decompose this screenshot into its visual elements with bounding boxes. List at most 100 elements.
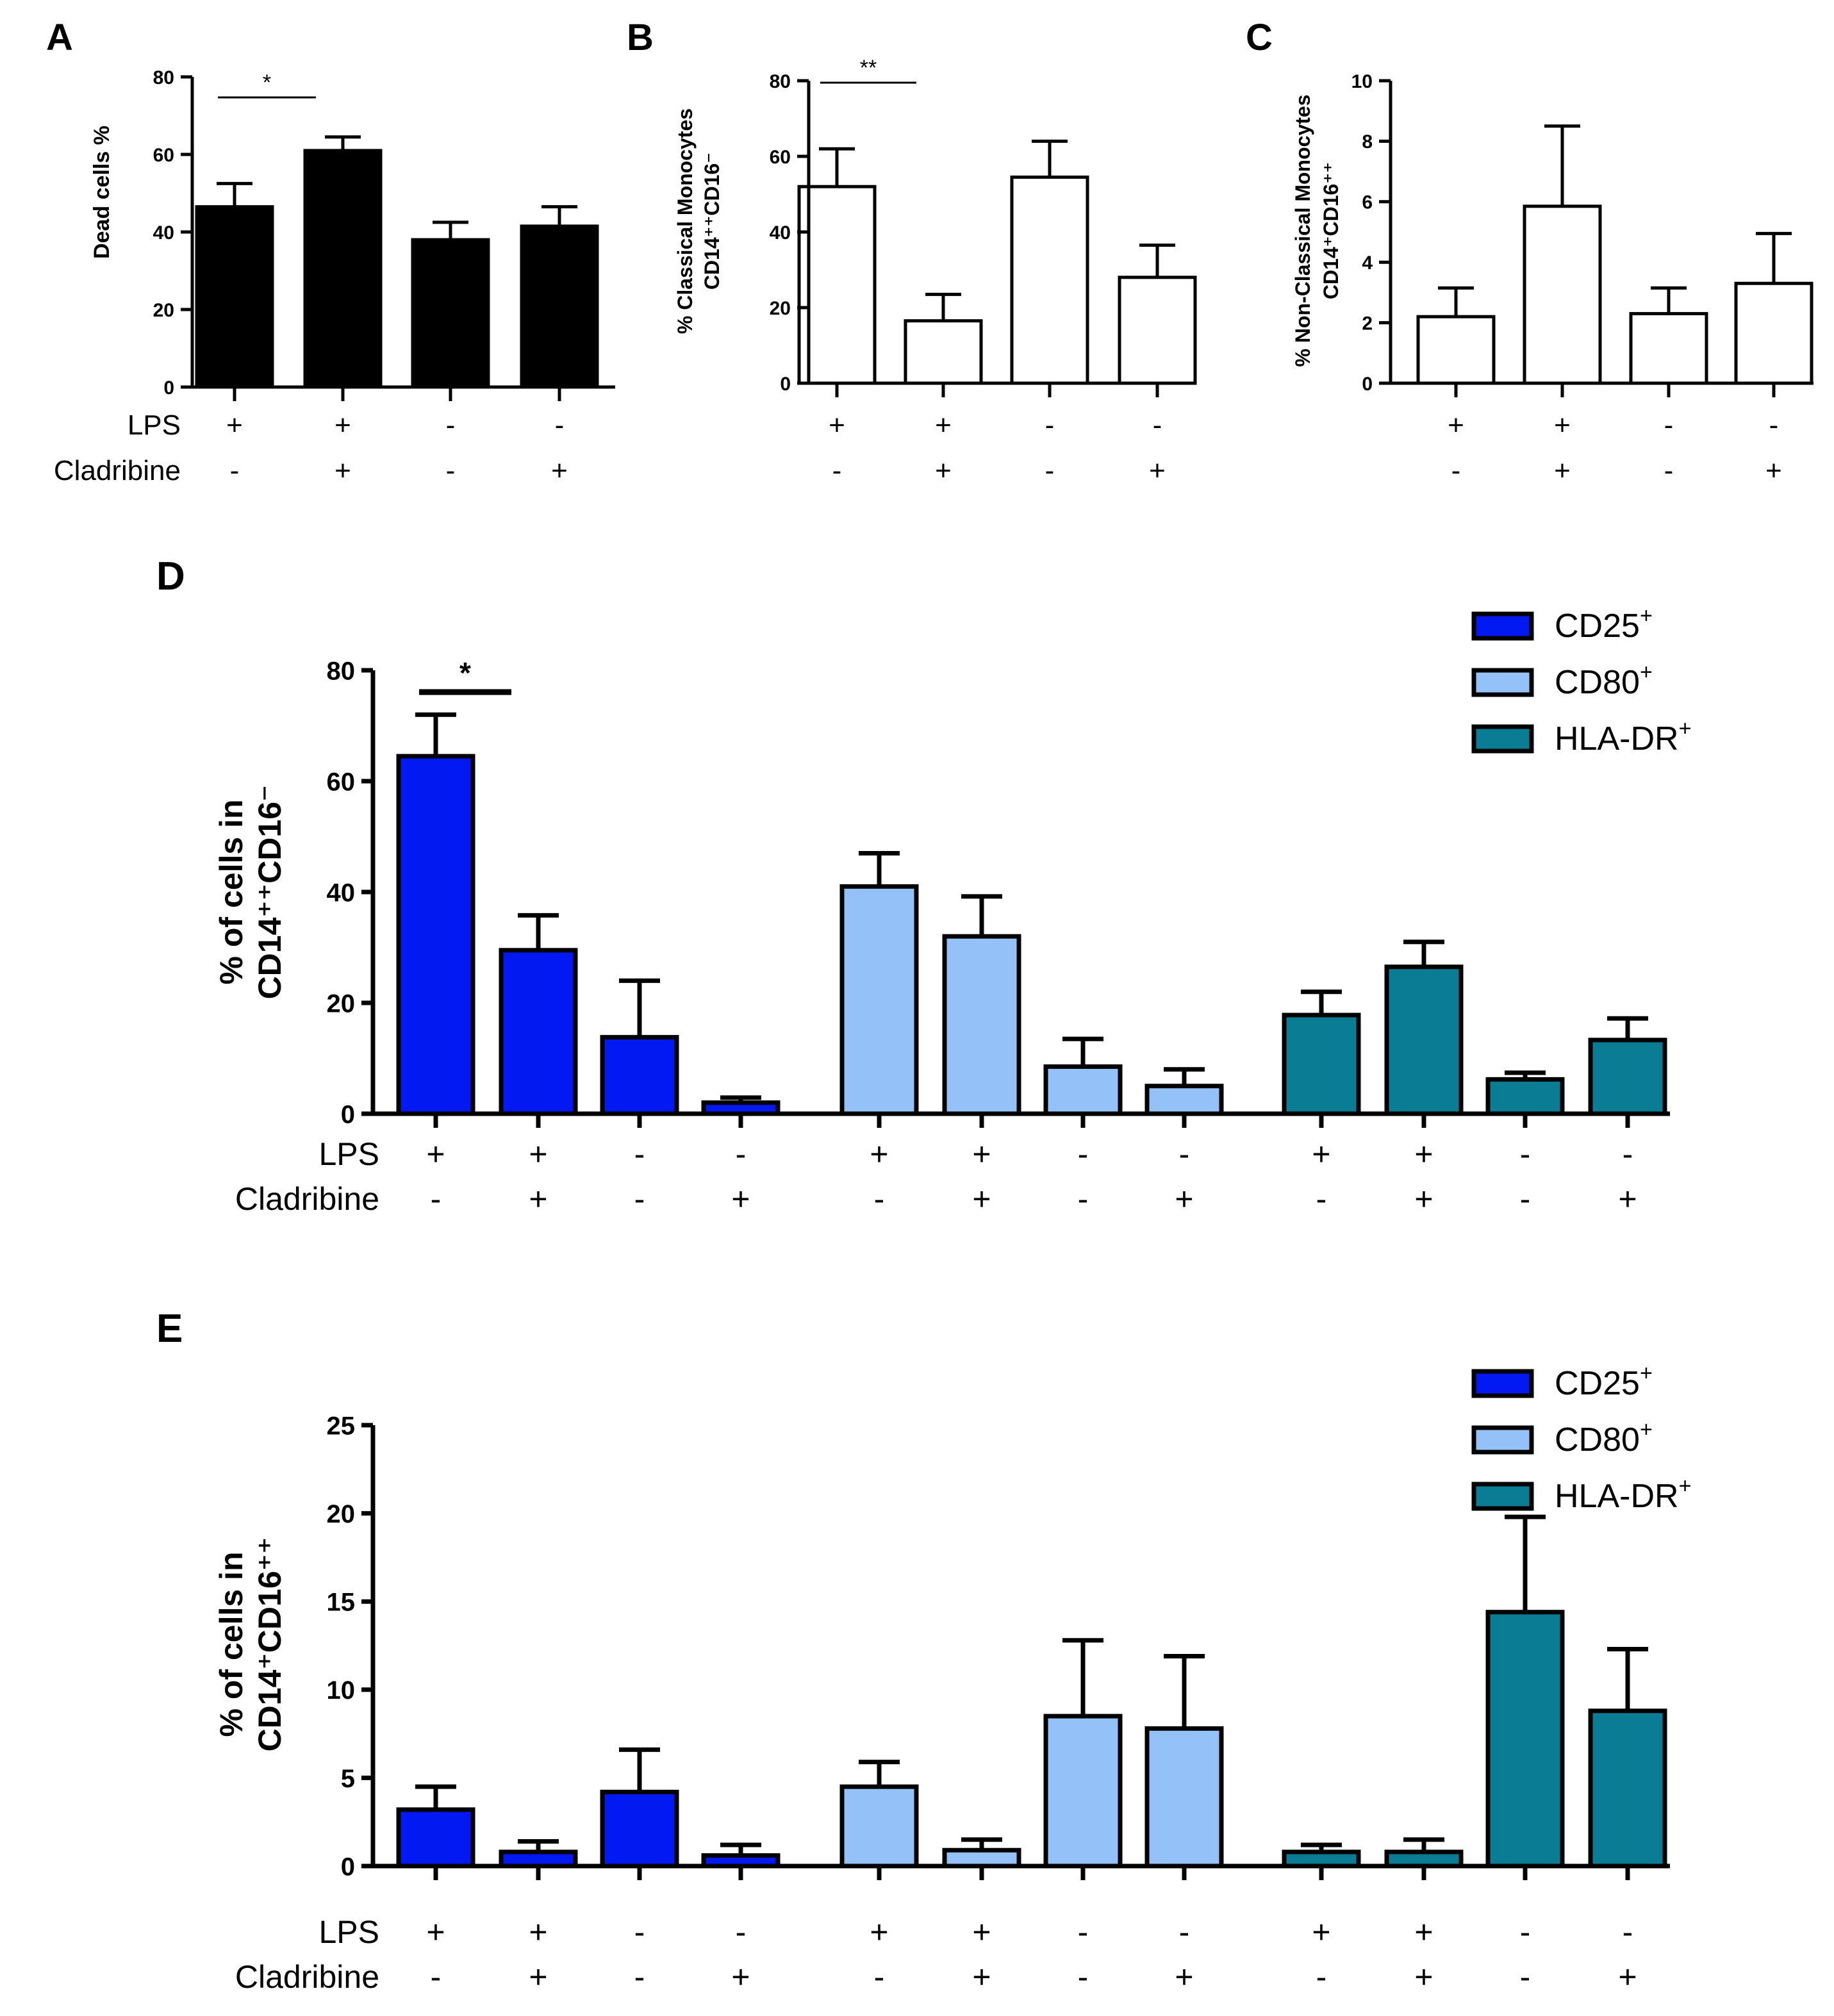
bar-hla-dr-3 — [1485, 1077, 1565, 1116]
cladribine-row-label: Cladribine — [54, 455, 181, 486]
y-tick-label: 60 — [153, 145, 174, 166]
y-tick-label: 0 — [163, 377, 174, 399]
bar-cd25-1 — [396, 1807, 475, 1869]
cladribine-row-label: Cladribine — [235, 1959, 379, 1995]
lps-marker: - — [1078, 1914, 1089, 1950]
legend-entry-cd80: CD80+ — [1555, 1417, 1653, 1458]
legend-superscript: + — [1640, 604, 1653, 628]
lps-marker: + — [529, 1914, 547, 1950]
lps-marker: + — [1414, 1136, 1433, 1172]
y-tick-label: 25 — [327, 1412, 356, 1440]
legend-swatch-cd80 — [1471, 668, 1534, 697]
y-axis-label: CD14⁺⁺CD16⁻ — [700, 153, 723, 290]
cladribine-marker: + — [529, 1181, 547, 1217]
lps-marker: - — [446, 409, 456, 441]
cladribine-marker: + — [935, 455, 952, 486]
cladribine-marker: - — [634, 1959, 645, 1995]
lps-row-label: LPS — [318, 1136, 379, 1172]
lps-marker: - — [1520, 1136, 1531, 1172]
cladribine-marker: + — [1765, 455, 1782, 486]
bar-4 — [520, 224, 599, 389]
cladribine-marker: - — [1045, 455, 1055, 486]
cladribine-marker: - — [431, 1959, 442, 1995]
y-tick-label: 10 — [1351, 71, 1373, 92]
y-axis-label: % of cells in — [213, 1552, 249, 1737]
bar-1 — [797, 185, 877, 385]
cladribine-marker: - — [1520, 1959, 1531, 1995]
y-tick-label: 80 — [770, 71, 791, 92]
bar-cd80-2 — [942, 934, 1021, 1116]
legend-superscript: + — [1679, 716, 1692, 741]
bar-cd80-3 — [1043, 1714, 1123, 1869]
legend-swatch-hla-dr — [1471, 724, 1534, 754]
y-axis-label: % of cells in — [213, 800, 249, 985]
cladribine-marker: - — [446, 455, 456, 486]
cladribine-marker: + — [1175, 1181, 1193, 1217]
y-tick-label: 40 — [770, 222, 791, 244]
lps-marker: + — [426, 1914, 445, 1950]
cladribine-marker: + — [731, 1959, 750, 1995]
panel-e: E 0 5 10 15 20 25 % of cells in CD14⁺CD16⁺⁺ + - + + -… — [156, 1307, 1691, 1995]
cladribine-marker: + — [1618, 1181, 1637, 1217]
bar-2 — [303, 149, 383, 389]
legend-entry-cd25: CD25+ — [1555, 604, 1653, 645]
y-tick-label: 60 — [770, 147, 791, 168]
y-tick-label: 5 — [341, 1765, 355, 1793]
bar-cd80-1 — [839, 884, 919, 1116]
cladribine-marker: + — [1149, 455, 1166, 486]
legend-entry-hla-dr: HLA-DR+ — [1555, 716, 1691, 757]
legend-label: CD25 — [1555, 1365, 1640, 1402]
legend-entry-hla-dr: HLA-DR+ — [1555, 1474, 1691, 1515]
lps-marker: + — [335, 409, 351, 441]
y-tick-label: 10 — [327, 1676, 356, 1705]
bar-cd25-1 — [396, 754, 475, 1116]
lps-marker: - — [1179, 1136, 1190, 1172]
lps-row-label: LPS — [128, 409, 181, 441]
lps-marker: - — [634, 1136, 645, 1172]
legend-superscript: + — [1679, 1474, 1692, 1498]
panel-label: E — [156, 1307, 183, 1351]
cladribine-marker: - — [1078, 1959, 1089, 1995]
panel-label: B — [627, 17, 654, 58]
significance-marker: * — [263, 70, 271, 95]
significance-marker: ** — [860, 56, 877, 80]
y-tick-label: 80 — [327, 657, 356, 685]
panel-label: D — [156, 554, 185, 599]
panel-label: C — [1246, 17, 1273, 58]
bar-hla-dr-1 — [1282, 1012, 1361, 1116]
lps-marker: + — [1448, 409, 1464, 441]
cladribine-marker: - — [634, 1181, 645, 1217]
lps-marker: + — [972, 1136, 991, 1172]
cladribine-marker: - — [431, 1181, 442, 1217]
y-tick-label: 4 — [1362, 252, 1373, 274]
lps-row-label: LPS — [318, 1914, 379, 1950]
legend-entry-cd80: CD80+ — [1555, 660, 1653, 701]
y-tick-label: 80 — [153, 67, 174, 88]
bar-2 — [1523, 204, 1602, 385]
y-tick-label: 0 — [341, 1100, 355, 1128]
bar-cd80-4 — [1144, 1726, 1224, 1869]
bar-4 — [1734, 281, 1813, 385]
legend-superscript: + — [1640, 1361, 1653, 1385]
lps-marker: + — [829, 409, 845, 441]
lps-marker: - — [634, 1914, 645, 1950]
significance-marker: * — [459, 656, 471, 690]
bar-cd80-1 — [839, 1784, 919, 1869]
lps-marker: + — [1554, 409, 1571, 441]
lps-marker: - — [1623, 1914, 1633, 1950]
lps-marker: - — [1664, 409, 1674, 441]
lps-marker: + — [870, 1914, 888, 1950]
legend-superscript: + — [1640, 1417, 1653, 1442]
lps-marker: - — [736, 1914, 747, 1950]
cladribine-marker: + — [972, 1181, 991, 1217]
y-tick-label: 2 — [1362, 313, 1373, 334]
cladribine-marker: - — [1664, 455, 1674, 486]
y-axis-label: CD14⁺CD16⁺⁺ — [1319, 162, 1342, 299]
y-tick-label: 8 — [1362, 131, 1373, 153]
bar-cd80-3 — [1043, 1064, 1123, 1116]
lps-marker: + — [972, 1914, 991, 1950]
lps-marker: + — [1414, 1914, 1433, 1950]
legend-label: CD80 — [1555, 1421, 1640, 1458]
lps-marker: - — [1045, 409, 1055, 441]
